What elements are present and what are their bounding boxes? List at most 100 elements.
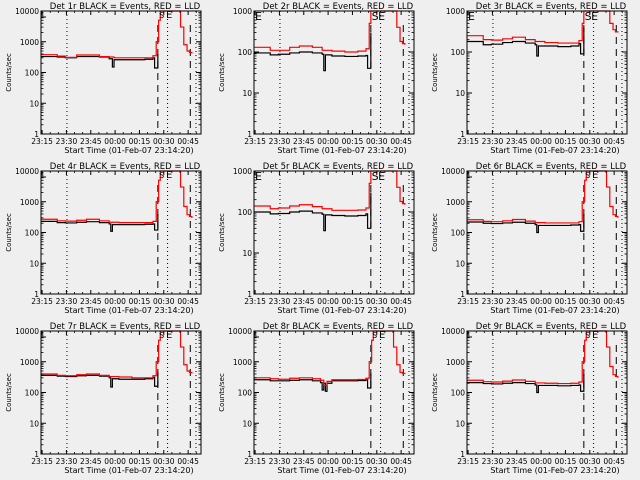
y-tick-label: 10 [242, 419, 252, 428]
y-axis-label: Counts/sec [431, 53, 439, 92]
annotation-label: E [592, 170, 598, 181]
x-tick-label: 00:30 [366, 297, 388, 306]
x-tick-label: 23:30 [482, 137, 504, 146]
y-tick-label: 100 [451, 48, 466, 57]
x-tick-label: 00:00 [104, 137, 126, 146]
events-series-line [467, 27, 585, 57]
x-tick-label: 00:15 [555, 457, 577, 466]
x-tick-label: 00:45 [603, 137, 625, 146]
x-tick-label: 00:45 [177, 297, 199, 306]
x-axis-label: Start Time (01-Feb-07 23:14:20) [490, 306, 619, 315]
y-tick-label: 1000 [233, 167, 252, 176]
lld-series-line [467, 330, 619, 385]
x-tick-label: 00:45 [390, 137, 412, 146]
x-tick-label: 00:30 [579, 297, 601, 306]
annotation-label: S [585, 10, 592, 23]
y-tick-label: 1000 [233, 358, 252, 367]
x-tick-label: 23:45 [80, 457, 102, 466]
y-axis-label: Counts/sec [218, 213, 226, 252]
x-tick-label: 00:30 [153, 457, 175, 466]
y-tick-label: 1000 [446, 7, 465, 16]
x-tick-label: 23:45 [506, 297, 528, 306]
x-tick-label: 00:30 [579, 457, 601, 466]
y-tick-label: 1000 [20, 358, 39, 367]
chart-title: Det 4r BLACK = Events, RED = LLD [50, 162, 201, 172]
y-tick-label: 10000 [15, 7, 39, 16]
y-axis-label: Counts/sec [431, 373, 439, 412]
y-tick-label: 100 [451, 229, 466, 238]
y-axis-label: Counts/sec [5, 213, 13, 252]
events-series-line [467, 213, 585, 234]
y-tick-label: 10 [455, 419, 465, 428]
detector-panel: Det 5r BLACK = Events, RED = LLD E S E 1 10 10… [213, 160, 426, 320]
events-series-line [41, 213, 159, 232]
x-tick-label: 00:00 [530, 297, 552, 306]
x-tick-label: 00:00 [317, 457, 339, 466]
x-tick-label: 00:00 [317, 297, 339, 306]
x-tick-label: 00:45 [390, 457, 412, 466]
lld-series-line [254, 10, 406, 53]
x-axis-label: Start Time (01-Feb-07 23:14:20) [490, 146, 619, 155]
annotation-label: E [379, 330, 385, 341]
y-tick-label: 1000 [446, 358, 465, 367]
x-tick-label: 00:45 [603, 457, 625, 466]
events-series-line [254, 373, 372, 392]
x-tick-label: 23:30 [56, 137, 78, 146]
events-series-line [254, 32, 372, 72]
x-tick-label: 00:00 [530, 137, 552, 146]
detector-panel: Det 6r BLACK = Events, RED = LLD S E 1 10 100… [426, 160, 639, 320]
y-tick-label: 1 [460, 450, 465, 459]
x-tick-label: 23:15 [457, 297, 479, 306]
x-tick-label: 23:15 [244, 137, 266, 146]
x-tick-label: 00:30 [366, 457, 388, 466]
detector-panel: Det 2r BLACK = Events, RED = LLD E S E 1 10 10… [213, 0, 426, 160]
y-tick-label: 100 [25, 389, 40, 398]
y-tick-label: 1 [460, 130, 465, 139]
y-tick-label: 1 [34, 290, 39, 299]
x-axis-label: Start Time (01-Feb-07 23:14:20) [277, 306, 406, 315]
plot-frame [40, 10, 202, 135]
x-tick-label: 23:45 [506, 457, 528, 466]
plot-frame [253, 170, 415, 295]
annotation-label: S [372, 10, 379, 23]
chart-title: Det 2r BLACK = Events, RED = LLD [263, 2, 414, 12]
y-tick-label: 10 [29, 419, 39, 428]
x-tick-label: 23:30 [269, 137, 291, 146]
x-axis-label: Start Time (01-Feb-07 23:14:20) [277, 466, 406, 475]
detector-panel: Det 9r BLACK = Events, RED = LLD S E 1 10 100… [426, 320, 639, 480]
x-tick-label: 23:45 [293, 297, 315, 306]
events-series-line [467, 373, 585, 394]
x-tick-label: 00:00 [104, 457, 126, 466]
x-tick-label: 00:45 [603, 297, 625, 306]
y-axis-label: Counts/sec [218, 373, 226, 412]
y-tick-label: 1000 [20, 38, 39, 47]
x-axis-label: Start Time (01-Feb-07 23:14:20) [277, 146, 406, 155]
y-tick-label: 10 [29, 99, 39, 108]
x-tick-label: 00:30 [579, 137, 601, 146]
annotation-label: S [372, 170, 379, 183]
y-tick-label: 100 [25, 69, 40, 78]
chart-title: Det 9r BLACK = Events, RED = LLD [476, 322, 627, 332]
detector-panel: Det 7r BLACK = Events, RED = LLD S E 1 10 100… [0, 320, 213, 480]
x-tick-label: 23:30 [482, 457, 504, 466]
x-tick-label: 23:15 [244, 457, 266, 466]
y-tick-label: 10000 [441, 167, 465, 176]
y-tick-label: 1 [247, 290, 252, 299]
y-tick-label: 10000 [228, 327, 252, 336]
lld-series-line [41, 10, 193, 59]
x-tick-label: 00:15 [129, 457, 151, 466]
annotation-label: S [372, 331, 377, 340]
x-axis-label: Start Time (01-Feb-07 23:14:20) [490, 466, 619, 475]
x-tick-label: 23:45 [506, 137, 528, 146]
lld-series-line [467, 10, 619, 44]
annotation-label: E [166, 10, 172, 21]
x-tick-label: 00:15 [555, 137, 577, 146]
y-tick-label: 1 [460, 290, 465, 299]
x-tick-label: 23:15 [457, 457, 479, 466]
annotation-label: S [159, 171, 164, 180]
annotation-label: E [166, 330, 172, 341]
